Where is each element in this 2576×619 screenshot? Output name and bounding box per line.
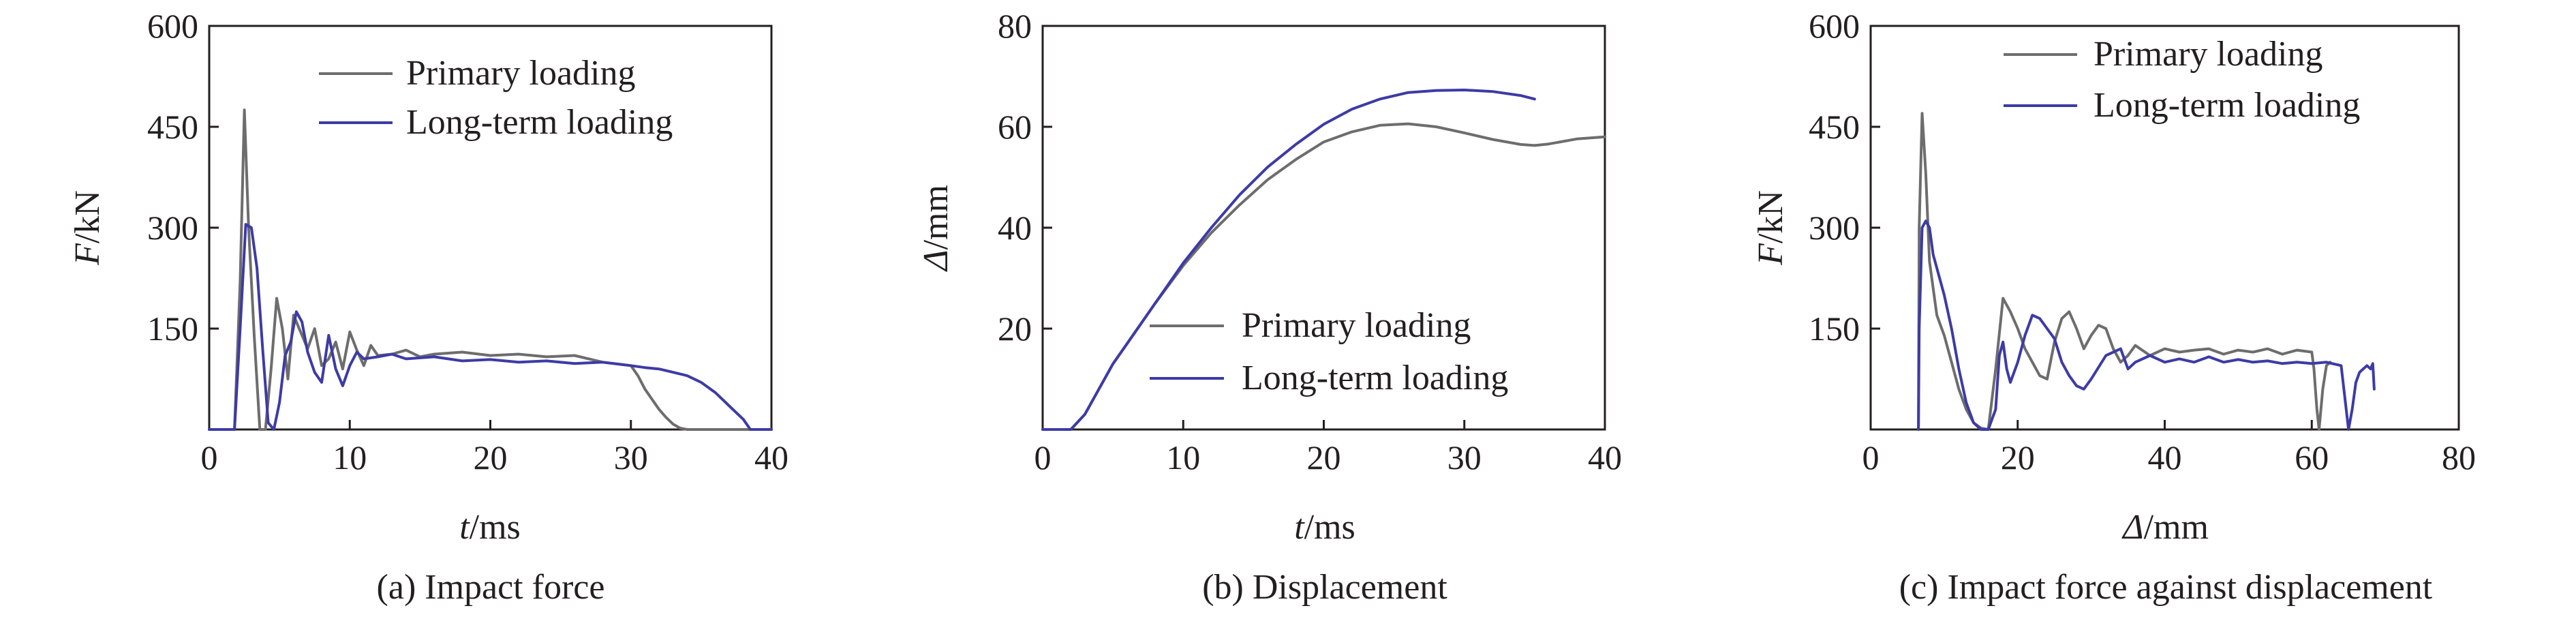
- panel-b-x-tick-label-10: 10: [1166, 438, 1200, 477]
- panel-c-y-tick-label-150: 150: [1809, 310, 1860, 348]
- panel-a-x-tick-label-20: 20: [474, 438, 508, 477]
- panel-a-series-primary-loading: [208, 108, 773, 431]
- panel-c-legend-label-primary: Primary loading: [2094, 35, 2323, 74]
- panel-a-x-tick-label-30: 30: [614, 438, 648, 477]
- panel-b-x-tick-label-0: 0: [1034, 438, 1052, 477]
- panel-a-x-tick-label-40: 40: [754, 438, 788, 477]
- panel-b-series-long-term-loading: [1041, 89, 1536, 431]
- panel-a-y-tick-label-300: 300: [147, 209, 198, 247]
- panel-c-x-axis-title: Δ/mm: [2121, 508, 2209, 547]
- panel-b-y-title-symbol: Δ: [917, 250, 955, 272]
- panel-c-series: [1917, 112, 2376, 431]
- panel-c-ticks: [1871, 125, 2313, 429]
- panel-c-legend-label-longterm: Long-term loading: [2094, 86, 2360, 125]
- panel-b-y-title-unit: /mm: [917, 185, 955, 250]
- panel-b-x-tick-label-40: 40: [1588, 438, 1622, 477]
- panel-b-legend-label-longterm: Long-term loading: [1242, 359, 1508, 397]
- panel-b-x-tick-label-30: 30: [1447, 438, 1482, 477]
- panel-b-series: [1041, 89, 1606, 431]
- panel-b-displacement: 0 10 20 30 40 20 40 60 80 Primary loading Long-t…: [917, 7, 1622, 607]
- panel-b-x-axis-title: t/ms: [1294, 508, 1355, 547]
- panel-c-y-axis-title: F/kN: [1751, 190, 1790, 266]
- panel-a-legend: Primary loading Long-term loading: [319, 54, 673, 142]
- panel-a-y-axis-title: F/kN: [68, 190, 107, 266]
- panel-c-caption: (c) Impact force against displacement: [1899, 568, 2433, 607]
- panel-b-legend: Primary loading Long-term loading: [1150, 306, 1508, 397]
- panel-c-y-tick-label-300: 300: [1809, 209, 1860, 247]
- panel-a-y-title-unit: /kN: [68, 190, 107, 243]
- panel-b-y-tick-label-60: 60: [998, 108, 1032, 146]
- panel-b-x-title-unit: /ms: [1304, 508, 1355, 547]
- panel-b-y-tick-label-40: 40: [998, 209, 1032, 247]
- panel-c-x-tick-label-40: 40: [2148, 438, 2182, 477]
- panel-b-x-title-symbol: t: [1294, 508, 1305, 547]
- panel-c-y-tick-label-450: 450: [1809, 108, 1860, 146]
- panel-a-x-title-symbol: t: [459, 508, 470, 547]
- panel-c-x-tick-label-80: 80: [2442, 438, 2476, 477]
- panel-a-y-tick-label-450: 450: [147, 108, 198, 146]
- panel-b-y-tick-label-80: 80: [998, 7, 1032, 45]
- panel-c-y-tick-label-600: 600: [1809, 7, 1860, 45]
- panel-c-y-title-symbol: F: [1751, 243, 1790, 266]
- panel-c-x-title-unit: /mm: [2144, 508, 2209, 547]
- panel-a-x-title-unit: /ms: [470, 508, 521, 547]
- panel-b-y-axis-title: Δ/mm: [917, 185, 955, 272]
- panel-a-ticks: [209, 125, 632, 429]
- panel-a-legend-label-longterm: Long-term loading: [406, 103, 673, 142]
- panel-a-caption: (a) Impact force: [377, 568, 605, 607]
- panel-c-y-title-unit: /kN: [1751, 190, 1790, 243]
- panel-a-x-axis-title: t/ms: [459, 508, 521, 547]
- panel-c-legend: Primary loading Long-term loading: [2004, 35, 2360, 125]
- panel-a-series: [208, 108, 773, 431]
- panel-a-x-tick-label-10: 10: [333, 438, 367, 477]
- panel-c-x-tick-label-60: 60: [2295, 438, 2329, 477]
- panel-b-legend-label-primary: Primary loading: [1242, 306, 1471, 345]
- panel-a-impact-force: 0 10 20 30 40 150 300 450 600 Primary loading Lo…: [68, 7, 788, 607]
- panel-b-tick-labels: 0 10 20 30 40 20 40 60 80: [998, 7, 1622, 477]
- panel-c-x-tick-label-20: 20: [2001, 438, 2035, 477]
- panel-c-x-title-symbol: Δ: [2121, 508, 2144, 547]
- panel-b-y-tick-label-20: 20: [998, 310, 1032, 348]
- panel-c-tick-labels: 0 20 40 60 80 150 300 450 600: [1809, 7, 2476, 477]
- panel-a-y-tick-label-150: 150: [147, 310, 198, 348]
- panel-a-x-tick-label-0: 0: [201, 438, 218, 477]
- panel-a-series-long-term-loading: [208, 223, 773, 431]
- panel-b-x-tick-label-20: 20: [1307, 438, 1341, 477]
- panel-c-series-primary-loading: [1917, 112, 2332, 431]
- panel-c-x-tick-label-0: 0: [1862, 438, 1880, 477]
- panel-c-series-long-term-loading: [1917, 220, 2376, 431]
- panel-a-y-title-symbol: F: [68, 243, 107, 266]
- panel-a-y-tick-label-600: 600: [147, 7, 198, 45]
- panel-b-ticks: [1043, 125, 1466, 429]
- panel-b-caption: (b) Displacement: [1202, 568, 1447, 607]
- panel-a-legend-label-primary: Primary loading: [406, 54, 636, 93]
- panel-a-tick-labels: 0 10 20 30 40 150 300 450 600: [147, 7, 788, 477]
- panel-c-force-vs-displacement: 0 20 40 60 80 150 300 450 600 Primary loading Lo…: [1751, 7, 2476, 607]
